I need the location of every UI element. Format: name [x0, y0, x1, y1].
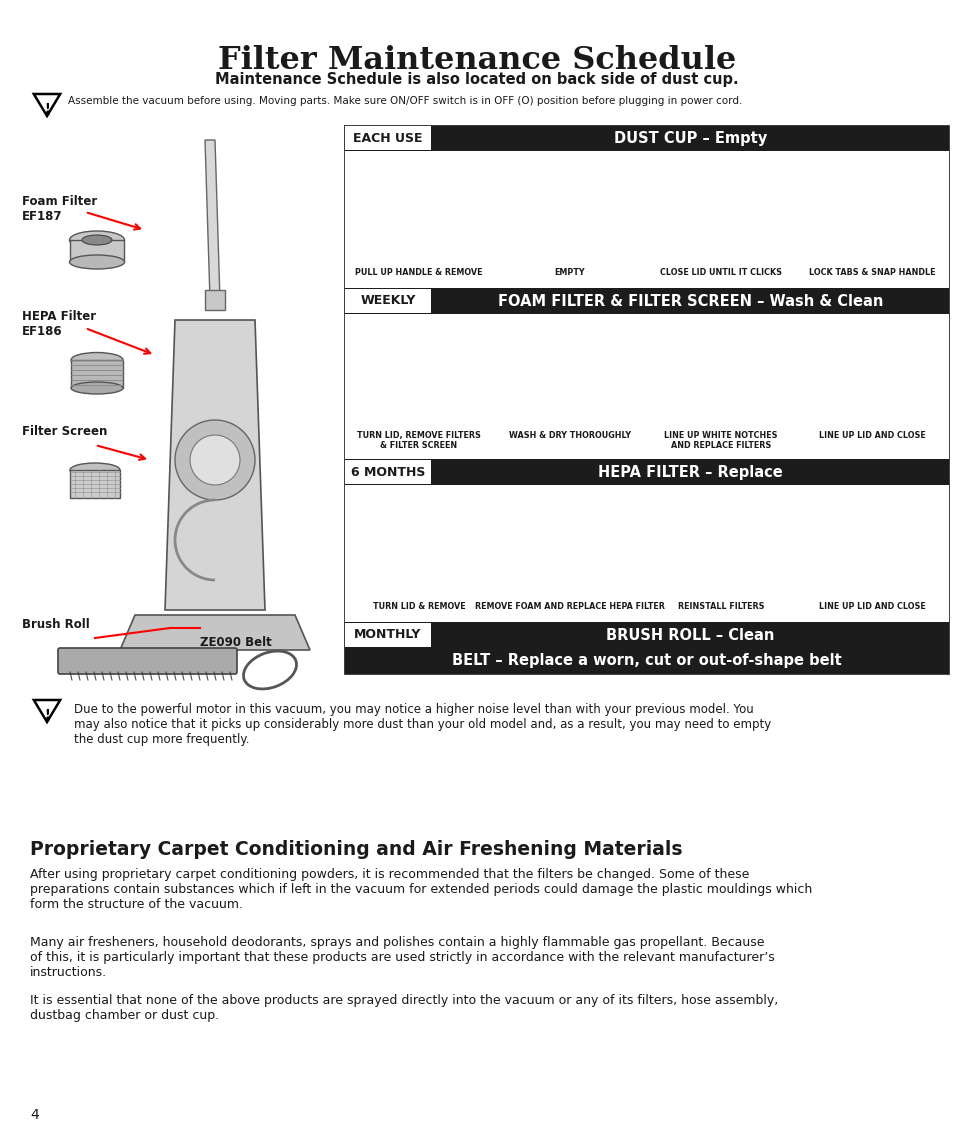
Bar [345, 289, 431, 313]
Text: Many air fresheners, household deodorants, sprays and polishes contain a highly : Many air fresheners, household deodorant… [30, 936, 774, 979]
Bar [344, 459, 948, 485]
Text: LINE UP WHITE NOTCHES
AND REPLACE FILTERS: LINE UP WHITE NOTCHES AND REPLACE FILTER… [663, 431, 777, 450]
FancyBboxPatch shape [58, 648, 236, 674]
Bar [344, 125, 948, 151]
Ellipse shape [70, 464, 120, 477]
Text: Filter Maintenance Schedule: Filter Maintenance Schedule [217, 45, 736, 76]
Text: WASH & DRY THOROUGHLY: WASH & DRY THOROUGHLY [508, 431, 630, 440]
Text: HEPA FILTER – Replace: HEPA FILTER – Replace [598, 465, 782, 479]
Text: REMOVE FOAM AND REPLACE HEPA FILTER: REMOVE FOAM AND REPLACE HEPA FILTER [475, 602, 664, 611]
Bar [205, 290, 225, 310]
Text: Proprietary Carpet Conditioning and Air Freshening Materials: Proprietary Carpet Conditioning and Air … [30, 840, 681, 860]
Text: !: ! [44, 101, 50, 115]
Ellipse shape [70, 231, 125, 249]
Text: LINE UP LID AND CLOSE: LINE UP LID AND CLOSE [818, 431, 924, 440]
Text: Maintenance Schedule is also located on back side of dust cup.: Maintenance Schedule is also located on … [215, 72, 738, 87]
Text: After using proprietary carpet conditioning powders, it is recommended that the : After using proprietary carpet condition… [30, 868, 811, 911]
Bar [70, 240, 124, 262]
Text: EMPTY: EMPTY [554, 268, 585, 277]
Text: MONTHLY: MONTHLY [354, 629, 421, 641]
Bar [344, 485, 948, 600]
Text: PULL UP HANDLE & REMOVE: PULL UP HANDLE & REMOVE [355, 268, 482, 277]
Text: Assemble the vacuum before using. Moving parts. Make sure ON/OFF switch is in OF: Assemble the vacuum before using. Moving… [68, 96, 741, 106]
Bar [71, 360, 123, 388]
Bar [344, 648, 948, 674]
Text: BELT – Replace a worn, cut or out-of-shape belt: BELT – Replace a worn, cut or out-of-sha… [451, 654, 841, 668]
Text: BRUSH ROLL – Clean: BRUSH ROLL – Clean [606, 628, 774, 642]
Bar [344, 151, 948, 266]
Text: LOCK TABS & SNAP HANDLE: LOCK TABS & SNAP HANDLE [808, 268, 934, 277]
Circle shape [190, 435, 240, 485]
Text: ZE090 Belt: ZE090 Belt [200, 636, 272, 649]
Bar [344, 314, 948, 429]
Text: LINE UP LID AND CLOSE: LINE UP LID AND CLOSE [818, 602, 924, 611]
Polygon shape [165, 319, 265, 610]
Ellipse shape [71, 352, 123, 368]
Text: HEPA Filter
EF186: HEPA Filter EF186 [22, 310, 96, 337]
Text: !: ! [44, 708, 50, 721]
Text: It is essential that none of the above products are sprayed directly into the va: It is essential that none of the above p… [30, 994, 778, 1022]
Text: Filter Screen: Filter Screen [22, 425, 108, 438]
Text: 6 MONTHS: 6 MONTHS [351, 466, 425, 478]
Text: WEEKLY: WEEKLY [360, 295, 416, 307]
Text: REINSTALL FILTERS: REINSTALL FILTERS [677, 602, 763, 611]
Bar [344, 288, 948, 314]
Bar [345, 460, 431, 484]
Text: TURN LID & REMOVE: TURN LID & REMOVE [373, 602, 465, 611]
Text: CLOSE LID UNTIL IT CLICKS: CLOSE LID UNTIL IT CLICKS [659, 268, 781, 277]
Bar [344, 125, 948, 674]
Bar [344, 622, 948, 648]
Ellipse shape [70, 255, 125, 269]
Text: 4: 4 [30, 1108, 39, 1122]
Ellipse shape [71, 382, 123, 394]
Bar [345, 126, 431, 150]
Text: FOAM FILTER & FILTER SCREEN – Wash & Clean: FOAM FILTER & FILTER SCREEN – Wash & Cle… [497, 294, 882, 308]
Polygon shape [120, 615, 310, 650]
Text: TURN LID, REMOVE FILTERS
& FILTER SCREEN: TURN LID, REMOVE FILTERS & FILTER SCREEN [356, 431, 480, 450]
Text: Brush Roll: Brush Roll [22, 618, 90, 631]
Text: DUST CUP – Empty: DUST CUP – Empty [613, 130, 766, 145]
Text: Foam Filter
EF187: Foam Filter EF187 [22, 195, 97, 223]
Polygon shape [205, 140, 220, 300]
Ellipse shape [82, 235, 112, 245]
Bar [345, 623, 431, 647]
Text: EACH USE: EACH USE [353, 132, 422, 144]
Circle shape [174, 420, 254, 500]
Bar [70, 470, 120, 498]
Text: Due to the powerful motor in this vacuum, you may notice a higher noise level th: Due to the powerful motor in this vacuum… [74, 703, 770, 746]
